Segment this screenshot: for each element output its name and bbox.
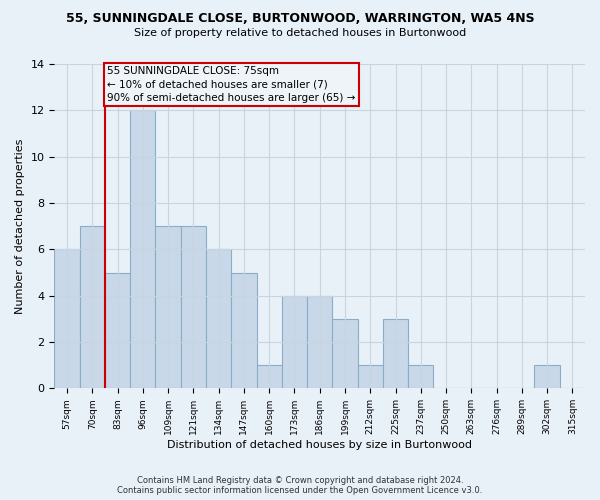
Bar (231, 272, 257, 388)
X-axis label: Distribution of detached houses by size in Burtonwood: Distribution of detached houses by size … (167, 440, 472, 450)
Bar (535, 365, 560, 388)
Bar (55, 250, 80, 388)
Bar (358, 365, 383, 388)
Bar (181, 226, 206, 388)
Text: 55, SUNNINGDALE CLOSE, BURTONWOOD, WARRINGTON, WA5 4NS: 55, SUNNINGDALE CLOSE, BURTONWOOD, WARRI… (65, 12, 535, 26)
Bar (206, 250, 231, 388)
Text: Contains HM Land Registry data © Crown copyright and database right 2024.
Contai: Contains HM Land Registry data © Crown c… (118, 476, 482, 495)
Bar (80, 226, 105, 388)
Bar (408, 365, 433, 388)
Bar (282, 296, 307, 388)
Bar (130, 110, 155, 388)
Bar (307, 296, 332, 388)
Text: Size of property relative to detached houses in Burtonwood: Size of property relative to detached ho… (134, 28, 466, 38)
Bar (155, 226, 181, 388)
Bar (383, 319, 408, 388)
Text: 55 SUNNINGDALE CLOSE: 75sqm
← 10% of detached houses are smaller (7)
90% of semi: 55 SUNNINGDALE CLOSE: 75sqm ← 10% of det… (107, 66, 356, 102)
Y-axis label: Number of detached properties: Number of detached properties (15, 138, 25, 314)
Bar (105, 272, 130, 388)
Bar (257, 365, 282, 388)
Bar (332, 319, 358, 388)
